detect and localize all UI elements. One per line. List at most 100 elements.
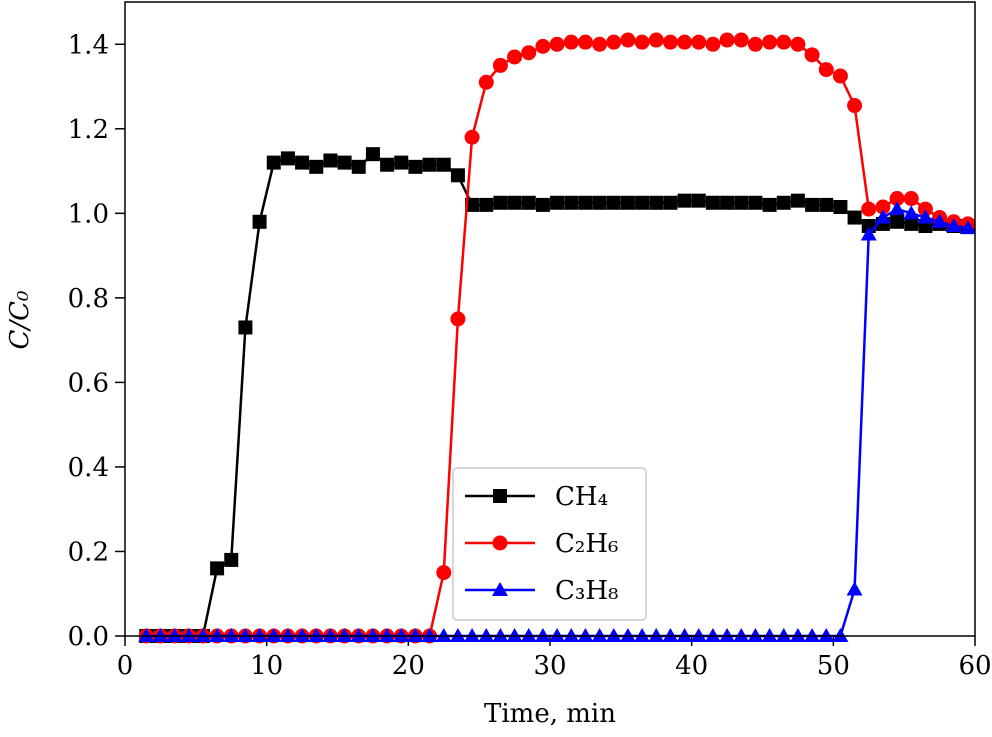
marker [549, 628, 566, 642]
marker [435, 628, 452, 642]
marker [847, 98, 863, 114]
marker [790, 36, 806, 52]
marker [662, 628, 679, 642]
marker [832, 628, 849, 642]
marker [479, 197, 494, 212]
marker [635, 195, 650, 210]
marker [450, 168, 465, 183]
marker [776, 195, 791, 210]
marker [450, 311, 466, 327]
marker [492, 628, 509, 642]
marker [860, 226, 877, 241]
y-tick-label: 1.4 [68, 30, 109, 60]
marker [719, 32, 735, 48]
x-tick-label: 40 [675, 651, 708, 681]
marker [535, 38, 551, 54]
marker [648, 32, 664, 48]
marker [209, 628, 226, 642]
marker [677, 34, 693, 50]
marker [535, 197, 550, 212]
marker [521, 195, 536, 210]
marker [577, 34, 593, 50]
marker [805, 197, 820, 212]
marker [364, 628, 381, 642]
marker [662, 34, 678, 50]
marker [309, 159, 324, 174]
plot-frame [124, 1, 976, 637]
y-tick-label: 0.6 [68, 368, 109, 398]
marker [748, 195, 763, 210]
marker [578, 195, 593, 210]
marker [648, 628, 665, 642]
marker [507, 195, 522, 210]
marker [350, 628, 367, 642]
marker [280, 151, 295, 166]
marker [266, 155, 281, 170]
marker [436, 565, 452, 581]
marker [279, 628, 296, 642]
marker [337, 155, 352, 170]
marker [465, 197, 480, 212]
marker [818, 62, 834, 78]
marker [847, 210, 862, 225]
marker [265, 628, 282, 642]
legend-marker [493, 489, 507, 503]
marker [762, 34, 778, 50]
marker [634, 34, 650, 50]
marker [365, 147, 380, 162]
marker [720, 195, 735, 210]
marker [945, 218, 962, 233]
marker [492, 57, 508, 73]
y-tick-label: 0.0 [68, 622, 109, 652]
marker [819, 197, 834, 212]
marker [861, 201, 877, 217]
marker [564, 195, 579, 210]
marker [619, 628, 636, 642]
marker [677, 193, 692, 208]
marker [237, 628, 254, 642]
marker [705, 36, 721, 52]
marker [804, 628, 821, 642]
marker [705, 195, 720, 210]
marker [733, 32, 749, 48]
y-tick-label: 1.2 [68, 115, 109, 145]
marker [224, 552, 239, 567]
marker [775, 628, 792, 642]
marker [336, 628, 353, 642]
marker [959, 220, 976, 235]
marker [789, 628, 806, 642]
marker [577, 628, 594, 642]
marker [351, 159, 366, 174]
x-tick-label: 60 [958, 651, 991, 681]
marker [194, 628, 211, 642]
marker [846, 581, 863, 596]
marker [761, 628, 778, 642]
marker [563, 34, 579, 50]
legend-box [452, 467, 647, 621]
marker [903, 191, 919, 207]
y-tick-label: 0.4 [68, 453, 109, 483]
marker [563, 628, 580, 642]
marker [394, 155, 409, 170]
y-tick-label: 0.8 [68, 284, 109, 314]
marker [478, 74, 494, 90]
x-tick-label: 30 [533, 651, 566, 681]
marker [889, 201, 906, 216]
marker [238, 320, 253, 335]
marker [890, 214, 905, 229]
marker [449, 628, 466, 642]
marker [251, 628, 268, 642]
x-tick-label: 20 [392, 651, 425, 681]
marker [605, 628, 622, 642]
marker [804, 47, 820, 63]
marker [223, 628, 240, 642]
legend-label: C₂H₆ [555, 529, 618, 559]
marker [380, 157, 395, 172]
x-axis-label: Time, min [484, 699, 616, 729]
marker [393, 628, 410, 642]
marker [210, 561, 225, 576]
marker [931, 213, 948, 228]
marker [776, 34, 792, 50]
legend-label: C₃H₈ [555, 576, 618, 606]
